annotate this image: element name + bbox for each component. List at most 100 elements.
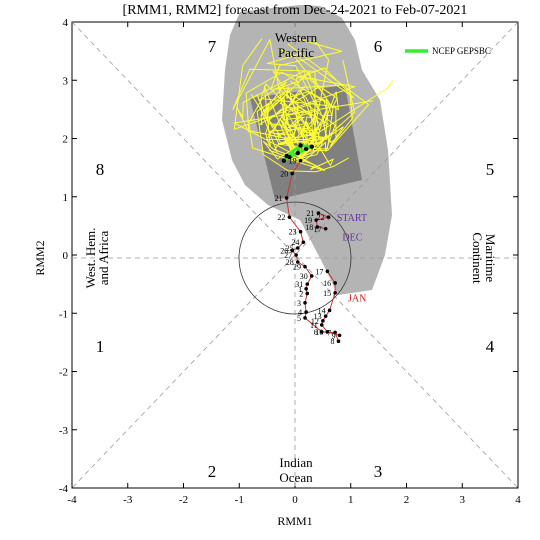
x-tick-label: 2 xyxy=(404,494,410,506)
ensemble-mean-trajectory xyxy=(281,143,314,163)
region-west-hem-label: West. Hem. xyxy=(83,228,98,289)
phase-2-label: 2 xyxy=(208,462,217,481)
region-indian-label: Indian xyxy=(279,455,313,470)
observed-point xyxy=(336,339,341,344)
x-tick-label: -1 xyxy=(235,494,244,506)
region-africa-label: and Africa xyxy=(96,231,111,286)
phase-1-label: 1 xyxy=(96,337,105,356)
day-label: 27 xyxy=(284,251,292,260)
ensemble-mean-point xyxy=(309,144,314,149)
day-label: 19 xyxy=(289,157,297,166)
ensemble-mean-point xyxy=(281,158,287,163)
x-tick-label: -2 xyxy=(179,494,188,506)
y-tick-label: 0 xyxy=(63,250,69,262)
ensemble-member-line xyxy=(266,53,319,160)
legend-label-ncep: NCEP GEPSBC xyxy=(432,46,491,56)
observed-point xyxy=(284,196,289,200)
day-label: 14 xyxy=(318,306,326,315)
phase-7-label: 7 xyxy=(208,37,217,56)
observed-point xyxy=(323,314,328,318)
y-tick-label: 3 xyxy=(63,75,69,87)
day-label: 6 xyxy=(314,328,318,337)
day-label: 8 xyxy=(330,337,334,346)
ensemble-mean-point xyxy=(284,153,289,159)
observed-point xyxy=(323,226,328,231)
x-tick-label: 0 xyxy=(292,494,298,506)
day-label: 28 xyxy=(286,258,294,267)
observed-point xyxy=(298,158,303,163)
observed-point xyxy=(295,246,300,250)
y-tick-label: 2 xyxy=(63,134,69,146)
observed-point xyxy=(305,291,310,296)
day-label: 22 xyxy=(277,213,285,222)
observed-point xyxy=(319,330,324,334)
day-label: 13 xyxy=(314,312,322,321)
region-ocean-label: Ocean xyxy=(279,470,313,485)
ensemble-mean-point xyxy=(295,150,300,156)
day-label: 26 xyxy=(280,246,288,255)
month-label: JAN xyxy=(348,294,366,305)
day-label: 24 xyxy=(291,238,299,247)
observed-trajectory: 8765432131302928272625242322212019171615… xyxy=(275,157,342,346)
observed-point xyxy=(304,286,308,291)
day-label: 1 xyxy=(298,285,302,294)
day-label: 3 xyxy=(297,299,301,308)
day-label: 9 xyxy=(332,331,336,340)
day-label: 2 xyxy=(299,289,303,298)
phase-5-label: 5 xyxy=(486,160,495,179)
ensemble-mean-point xyxy=(303,146,309,152)
day-label: 20 xyxy=(280,169,288,178)
y-tick-label: -3 xyxy=(59,425,69,437)
observed-point xyxy=(325,269,330,274)
observed-point xyxy=(305,282,310,286)
unit-circle xyxy=(238,201,352,315)
day-label: 31 xyxy=(295,280,303,289)
observed-point xyxy=(327,308,332,313)
day-label: 10 xyxy=(315,328,323,337)
ensemble-member-line xyxy=(232,38,316,160)
y-tick-label: -1 xyxy=(59,308,68,320)
phase-labels: 1 2 3 4 5 6 7 8 xyxy=(96,37,495,481)
y-tick-label: 4 xyxy=(63,17,69,29)
day-label: 17 xyxy=(315,267,323,276)
day-label: 22 xyxy=(316,213,324,222)
x-tick-label: 1 xyxy=(348,494,354,506)
y-tick-label: -2 xyxy=(59,367,68,379)
day-label: 16 xyxy=(323,279,331,288)
observed-point xyxy=(321,319,325,323)
observed-point xyxy=(325,330,330,334)
observed-point xyxy=(295,260,300,264)
observed-point xyxy=(315,225,320,229)
day-label: 11 xyxy=(310,321,318,330)
day-label: 7 xyxy=(327,328,331,337)
day-label: 15 xyxy=(323,289,331,298)
day-label: 30 xyxy=(300,272,308,281)
legend: NCEP GEPSBC xyxy=(405,46,491,56)
day-label: 17 xyxy=(314,225,322,234)
observed-point xyxy=(290,248,295,253)
phase-3-label: 3 xyxy=(374,462,383,481)
phase-dividers xyxy=(71,21,519,489)
day-label: 12 xyxy=(311,317,319,326)
ensemble-member-line xyxy=(245,39,330,160)
ensemble-member-line xyxy=(262,70,394,160)
month-labels: START DEC JAN xyxy=(337,213,367,304)
observed-point xyxy=(303,300,307,305)
observed-point xyxy=(290,171,295,176)
region-labels: Western Pacific Indian Ocean West. Hem. … xyxy=(83,30,498,485)
x-tick-label: -3 xyxy=(123,494,133,506)
observed-point xyxy=(314,218,318,222)
x-axis-title: RMM1 xyxy=(277,514,312,528)
region-maritime-label: Maritime xyxy=(483,234,498,283)
observed-point xyxy=(303,316,307,320)
day-label: 29 xyxy=(293,263,301,272)
region-western-label: Western xyxy=(275,30,318,45)
observed-point xyxy=(337,333,342,338)
day-label: 23 xyxy=(289,228,297,237)
observed-point xyxy=(303,264,307,269)
day-label: 25 xyxy=(286,244,294,253)
day-label: 21 xyxy=(275,194,283,203)
observed-point xyxy=(319,323,324,327)
